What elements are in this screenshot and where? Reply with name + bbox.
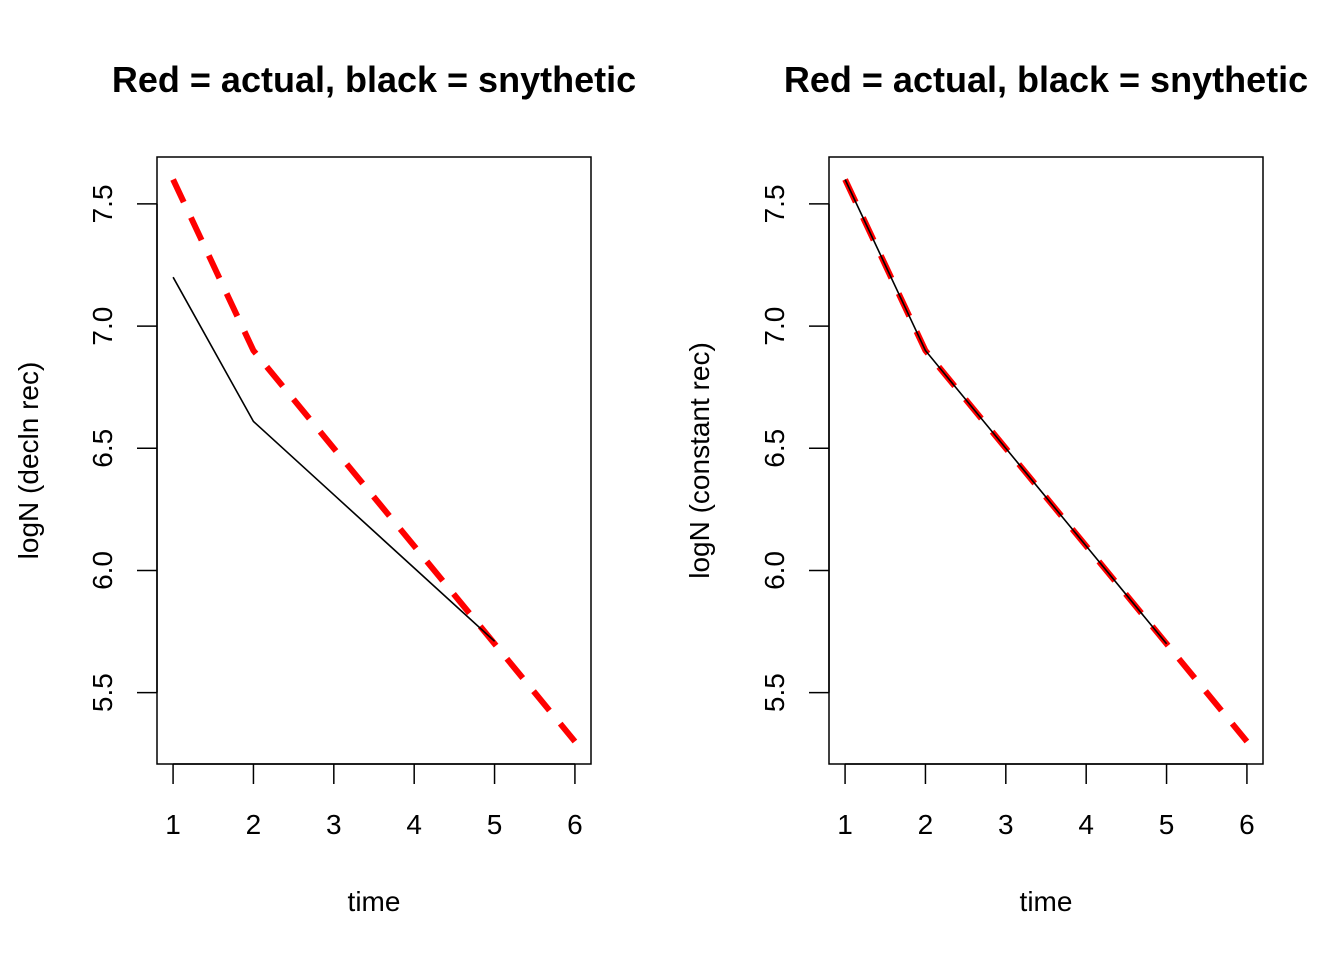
x-tick-label: 3 [326, 809, 342, 840]
y-tick-label: 6.0 [87, 551, 118, 590]
x-tick-label: 5 [1159, 809, 1175, 840]
y-axis-label: logN (decln rec) [13, 362, 44, 560]
y-tick-label: 5.5 [759, 673, 790, 712]
x-tick-label: 2 [918, 809, 934, 840]
y-tick-label: 5.5 [87, 673, 118, 712]
actual-series-line [170, 178, 578, 744]
x-tick-label: 5 [487, 809, 503, 840]
actual-series-line [842, 178, 1250, 744]
plot-frame [828, 156, 1264, 765]
y-tick-label: 6.5 [759, 429, 790, 468]
x-tick-label: 1 [165, 809, 181, 840]
x-axis-label: time [348, 886, 401, 917]
y-tick-label: 7.0 [87, 307, 118, 346]
panel-title: Red = actual, black = snythetic [112, 59, 636, 100]
x-tick-label: 6 [567, 809, 583, 840]
x-tick-label: 4 [406, 809, 422, 840]
x-axis-label: time [1020, 886, 1073, 917]
x-tick-label: 4 [1078, 809, 1094, 840]
right-panel: Red = actual, black = snythetic time log… [684, 59, 1308, 917]
y-tick-label: 7.5 [759, 184, 790, 223]
y-tick-label: 6.0 [759, 551, 790, 590]
x-tick-label: 2 [246, 809, 262, 840]
panel-title: Red = actual, black = snythetic [784, 59, 1308, 100]
synthetic-series-line [844, 179, 1168, 645]
x-tick-label: 3 [998, 809, 1014, 840]
x-tick-label: 1 [837, 809, 853, 840]
synthetic-series-line [172, 276, 496, 642]
left-panel: Red = actual, black = snythetic time log… [13, 59, 636, 917]
plot-frame [156, 156, 592, 765]
y-tick-label: 7.5 [87, 184, 118, 223]
y-axis-label: logN (constant rec) [684, 342, 715, 579]
y-tick-label: 6.5 [87, 429, 118, 468]
x-tick-label: 6 [1239, 809, 1255, 840]
y-tick-label: 7.0 [759, 307, 790, 346]
